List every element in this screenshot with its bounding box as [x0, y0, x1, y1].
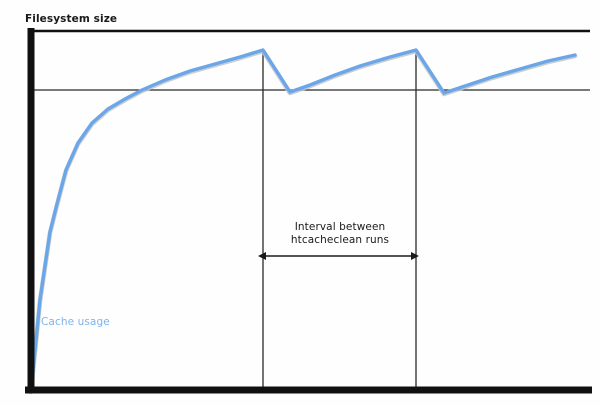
filesystem-size-label: Filesystem size: [25, 13, 117, 25]
cache-usage-label: Cache usage: [41, 316, 110, 328]
interval-annotation-line-1: Interval between: [295, 221, 386, 233]
interval-annotation-line-2: htcacheclean runs: [291, 234, 389, 246]
cache-usage-curve: [29, 48, 577, 393]
